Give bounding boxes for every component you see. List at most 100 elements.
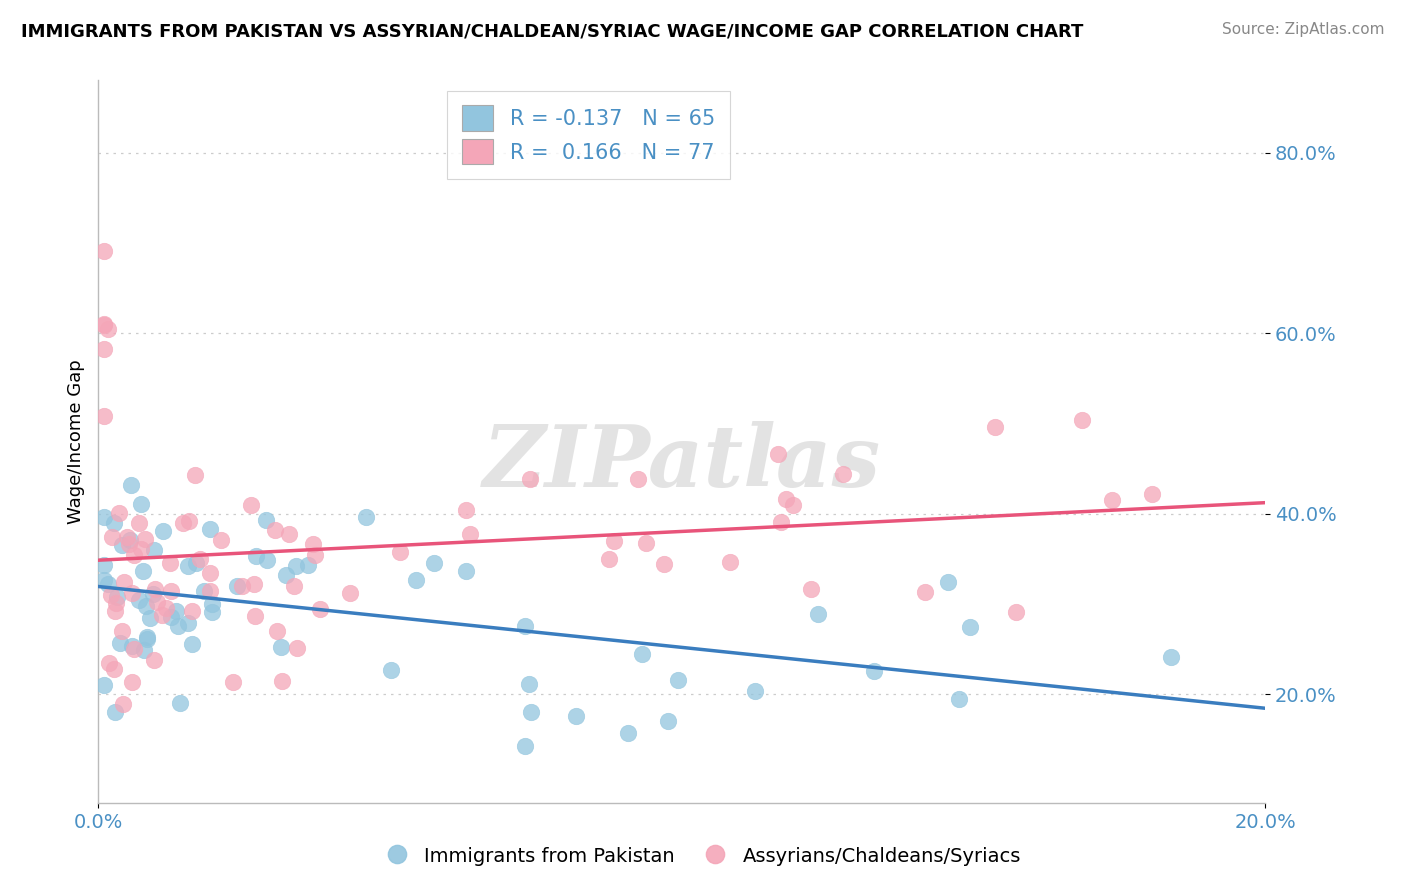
Point bbox=[515, 619, 537, 633]
Point bbox=[458, 527, 481, 541]
Point bbox=[143, 653, 166, 667]
Point bbox=[93, 678, 115, 692]
Point bbox=[652, 557, 675, 571]
Point bbox=[159, 557, 181, 571]
Point bbox=[200, 583, 222, 598]
Point bbox=[744, 684, 766, 698]
Text: IMMIGRANTS FROM PAKISTAN VS ASSYRIAN/CHALDEAN/SYRIAC WAGE/INCOME GAP CORRELATION: IMMIGRANTS FROM PAKISTAN VS ASSYRIAN/CHA… bbox=[21, 22, 1084, 40]
Point bbox=[97, 321, 120, 335]
Point bbox=[129, 542, 152, 557]
Point bbox=[231, 579, 253, 593]
Point bbox=[145, 595, 167, 609]
Point bbox=[100, 589, 122, 603]
Point bbox=[104, 706, 127, 720]
Point bbox=[103, 662, 125, 676]
Point bbox=[270, 640, 292, 655]
Point bbox=[132, 642, 155, 657]
Point bbox=[93, 558, 115, 572]
Point bbox=[193, 584, 215, 599]
Point bbox=[111, 624, 134, 639]
Point bbox=[167, 619, 190, 633]
Point bbox=[139, 611, 162, 625]
Point bbox=[165, 604, 187, 618]
Text: Source: ZipAtlas.com: Source: ZipAtlas.com bbox=[1222, 22, 1385, 37]
Point bbox=[389, 545, 412, 559]
Point bbox=[200, 522, 222, 536]
Point bbox=[666, 673, 689, 687]
Point bbox=[627, 472, 650, 486]
Point bbox=[122, 548, 145, 562]
Point bbox=[304, 549, 326, 563]
Point bbox=[914, 584, 936, 599]
Point bbox=[128, 593, 150, 607]
Legend: Immigrants from Pakistan, Assyrians/Chaldeans/Syriacs: Immigrants from Pakistan, Assyrians/Chal… bbox=[377, 838, 1029, 873]
Point bbox=[240, 498, 263, 512]
Point bbox=[177, 514, 200, 528]
Point bbox=[93, 343, 115, 357]
Point bbox=[602, 534, 624, 549]
Point bbox=[339, 586, 361, 600]
Point bbox=[142, 587, 165, 601]
Point bbox=[209, 533, 232, 547]
Point bbox=[108, 506, 131, 520]
Point bbox=[198, 566, 221, 581]
Point bbox=[517, 677, 540, 691]
Point bbox=[354, 509, 377, 524]
Point bbox=[188, 552, 211, 566]
Point bbox=[631, 647, 654, 661]
Point bbox=[984, 420, 1007, 434]
Point bbox=[283, 578, 305, 592]
Point bbox=[226, 579, 249, 593]
Point bbox=[775, 491, 797, 506]
Point bbox=[201, 597, 224, 611]
Point bbox=[1070, 413, 1092, 427]
Point bbox=[297, 558, 319, 572]
Point bbox=[266, 624, 288, 638]
Point bbox=[152, 524, 174, 538]
Point bbox=[285, 641, 308, 656]
Point bbox=[657, 714, 679, 728]
Point bbox=[124, 642, 146, 657]
Point bbox=[93, 317, 115, 331]
Point bbox=[131, 564, 153, 578]
Point bbox=[565, 709, 588, 723]
Point bbox=[181, 636, 204, 650]
Point bbox=[519, 472, 541, 486]
Point bbox=[150, 607, 173, 622]
Point bbox=[121, 674, 143, 689]
Point bbox=[284, 558, 307, 573]
Point bbox=[807, 607, 830, 621]
Point bbox=[270, 674, 292, 689]
Point bbox=[1160, 650, 1182, 665]
Point bbox=[245, 549, 267, 563]
Point bbox=[93, 244, 115, 258]
Point bbox=[160, 583, 183, 598]
Point bbox=[405, 573, 427, 587]
Point bbox=[104, 596, 127, 610]
Point bbox=[782, 498, 804, 512]
Point bbox=[301, 536, 323, 550]
Point bbox=[111, 538, 134, 552]
Point bbox=[454, 564, 477, 578]
Point bbox=[93, 318, 115, 332]
Point bbox=[184, 467, 207, 482]
Point bbox=[243, 608, 266, 623]
Point bbox=[93, 509, 115, 524]
Point bbox=[201, 605, 224, 619]
Point bbox=[948, 692, 970, 706]
Point bbox=[264, 523, 287, 537]
Point bbox=[136, 632, 159, 646]
Point bbox=[177, 615, 200, 630]
Point bbox=[520, 705, 543, 719]
Point bbox=[143, 543, 166, 558]
Point bbox=[380, 663, 402, 677]
Point bbox=[155, 600, 177, 615]
Point bbox=[1005, 605, 1028, 619]
Point bbox=[128, 516, 150, 530]
Point bbox=[254, 513, 277, 527]
Point bbox=[103, 516, 125, 530]
Point bbox=[104, 604, 127, 618]
Point bbox=[243, 577, 266, 591]
Point bbox=[160, 609, 183, 624]
Point bbox=[277, 526, 299, 541]
